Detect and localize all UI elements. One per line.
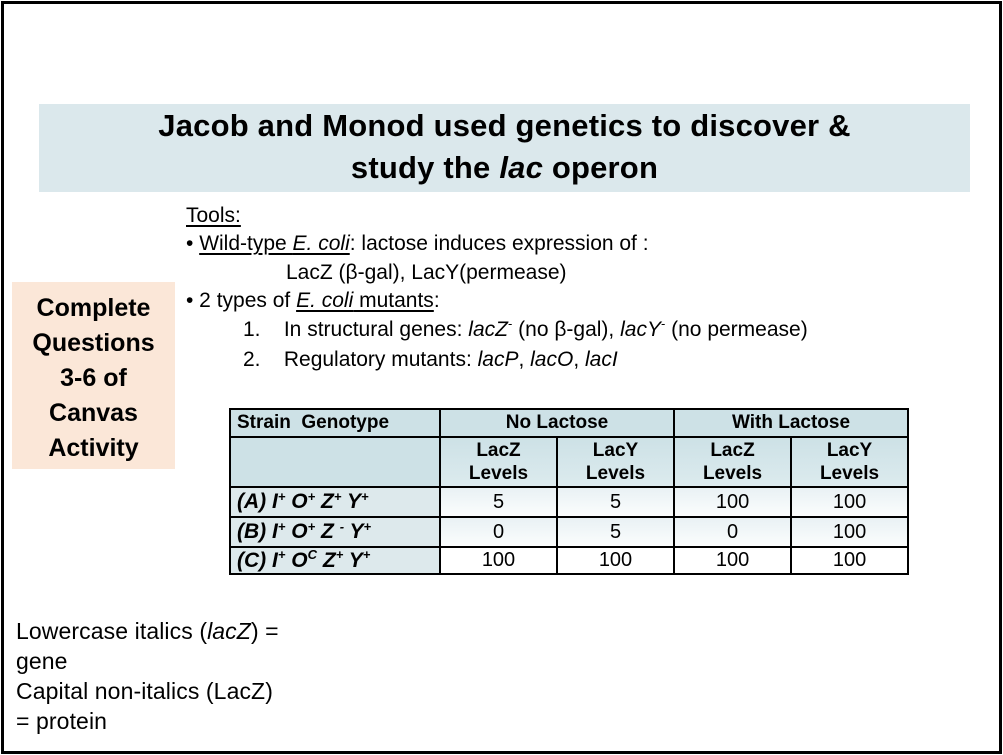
note-line: Activity <box>48 434 139 462</box>
value-cell: 100 <box>790 516 910 548</box>
no-lactose-header: No Lactose <box>438 408 676 438</box>
note-line: Canvas <box>49 399 138 427</box>
slide-title: Jacob and Monod used genetics to discove… <box>39 104 970 192</box>
value-cell: 100 <box>673 486 793 518</box>
value-cell: 100 <box>790 486 910 518</box>
table-row-strain-b: (B) I+ O+ Z - Y+ 0 5 0 100 <box>229 516 910 548</box>
canvas-activity-note: Complete Questions 3-6 of Canvas Activit… <box>12 282 175 469</box>
table-row-strain-a: (A) I+ O+ Z+ Y+ 5 5 100 100 <box>229 486 910 518</box>
note-line: Complete <box>36 294 151 322</box>
footnote-line: Lowercase italics (lacZ) = <box>16 618 279 644</box>
footnote-line: Capital non-italics (LacZ) <box>16 678 273 704</box>
nomenclature-footnote: Lowercase italics (lacZ) = gene Capital … <box>16 616 376 736</box>
table-row-strain-c: (C) I+ OC Z+ Y+ 100 100 100 100 <box>229 546 910 575</box>
value-cell: 100 <box>790 546 910 575</box>
strain-a-genotype: (A) I+ O+ Z+ Y+ <box>229 486 441 518</box>
bullet-wild-type: • Wild-type E. coli: lactose induces exp… <box>186 232 649 256</box>
note-line: 3-6 of <box>60 364 127 392</box>
tools-heading: Tools: <box>186 204 241 227</box>
mutant-type-2: 2. Regulatory mutants: lacP, lacO, lacI <box>243 348 618 372</box>
bullet-mutants: • 2 types of E. coli mutants: <box>186 289 440 313</box>
wild-type-detail: LacZ (β-gal), LacY(permease) <box>286 260 567 284</box>
lacz-levels-header-no-lactose: LacZ Levels <box>439 436 558 488</box>
value-cell: 0 <box>673 516 793 548</box>
lacy-levels-header-no-lactose: LacY Levels <box>555 436 676 488</box>
value-cell: 5 <box>555 516 676 548</box>
strain-genotype-header: Strain Genotype <box>229 408 441 438</box>
note-line: Questions <box>32 329 155 357</box>
strain-genotype-table: Strain Genotype No Lactose With Lactose … <box>229 408 910 575</box>
lacy-levels-header-with-lactose: LacY Levels <box>790 436 910 488</box>
table-header-row-columns: LacZ Levels LacY Levels LacZ Levels LacY… <box>229 436 910 488</box>
value-cell: 5 <box>439 486 558 518</box>
strain-c-genotype: (C) I+ OC Z+ Y+ <box>229 546 441 575</box>
footnote-line: gene <box>16 648 68 674</box>
title-line-1: Jacob and Monod used genetics to discove… <box>158 108 851 143</box>
mutant-type-1: 1. In structural genes: lacZ- (no β-gal)… <box>243 316 808 341</box>
footnote-line: = protein <box>16 708 108 734</box>
with-lactose-header: With Lactose <box>673 408 910 438</box>
tools-block: Tools: • Wild-type E. coli: lactose indu… <box>186 202 976 374</box>
table-header-row-groups: Strain Genotype No Lactose With Lactose <box>229 408 910 438</box>
lacz-levels-header-with-lactose: LacZ Levels <box>673 436 793 488</box>
value-cell: 5 <box>555 486 676 518</box>
strain-b-genotype: (B) I+ O+ Z - Y+ <box>229 516 441 548</box>
value-cell: 100 <box>555 546 676 575</box>
value-cell: 0 <box>439 516 558 548</box>
value-cell: 100 <box>439 546 558 575</box>
strain-header-spacer <box>229 436 441 488</box>
value-cell: 100 <box>673 546 793 575</box>
title-line-2: study the lac operon <box>350 150 659 185</box>
